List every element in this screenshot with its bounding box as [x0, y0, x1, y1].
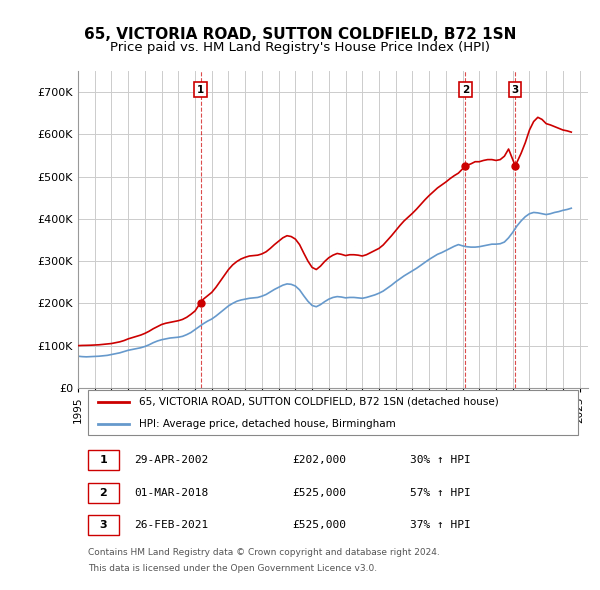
FancyBboxPatch shape: [88, 516, 119, 536]
FancyBboxPatch shape: [88, 483, 119, 503]
Text: 29-APR-2002: 29-APR-2002: [134, 455, 208, 465]
Text: 37% ↑ HPI: 37% ↑ HPI: [409, 520, 470, 530]
Text: 1: 1: [100, 455, 107, 465]
Text: 3: 3: [100, 520, 107, 530]
Text: HPI: Average price, detached house, Birmingham: HPI: Average price, detached house, Birm…: [139, 419, 396, 429]
Text: 01-MAR-2018: 01-MAR-2018: [134, 487, 208, 497]
Text: 30% ↑ HPI: 30% ↑ HPI: [409, 455, 470, 465]
Text: This data is licensed under the Open Government Licence v3.0.: This data is licensed under the Open Gov…: [88, 564, 377, 573]
Text: 65, VICTORIA ROAD, SUTTON COLDFIELD, B72 1SN: 65, VICTORIA ROAD, SUTTON COLDFIELD, B72…: [84, 27, 516, 41]
Text: Contains HM Land Registry data © Crown copyright and database right 2024.: Contains HM Land Registry data © Crown c…: [88, 548, 440, 556]
Text: £202,000: £202,000: [292, 455, 346, 465]
Text: 3: 3: [512, 85, 519, 95]
Text: 57% ↑ HPI: 57% ↑ HPI: [409, 487, 470, 497]
Text: 65, VICTORIA ROAD, SUTTON COLDFIELD, B72 1SN (detached house): 65, VICTORIA ROAD, SUTTON COLDFIELD, B72…: [139, 397, 499, 407]
Text: 1: 1: [197, 85, 204, 95]
Text: £525,000: £525,000: [292, 520, 346, 530]
Text: 26-FEB-2021: 26-FEB-2021: [134, 520, 208, 530]
Text: Price paid vs. HM Land Registry's House Price Index (HPI): Price paid vs. HM Land Registry's House …: [110, 41, 490, 54]
Text: 2: 2: [462, 85, 469, 95]
Text: £525,000: £525,000: [292, 487, 346, 497]
FancyBboxPatch shape: [88, 450, 119, 470]
FancyBboxPatch shape: [88, 391, 578, 435]
Text: 2: 2: [100, 487, 107, 497]
